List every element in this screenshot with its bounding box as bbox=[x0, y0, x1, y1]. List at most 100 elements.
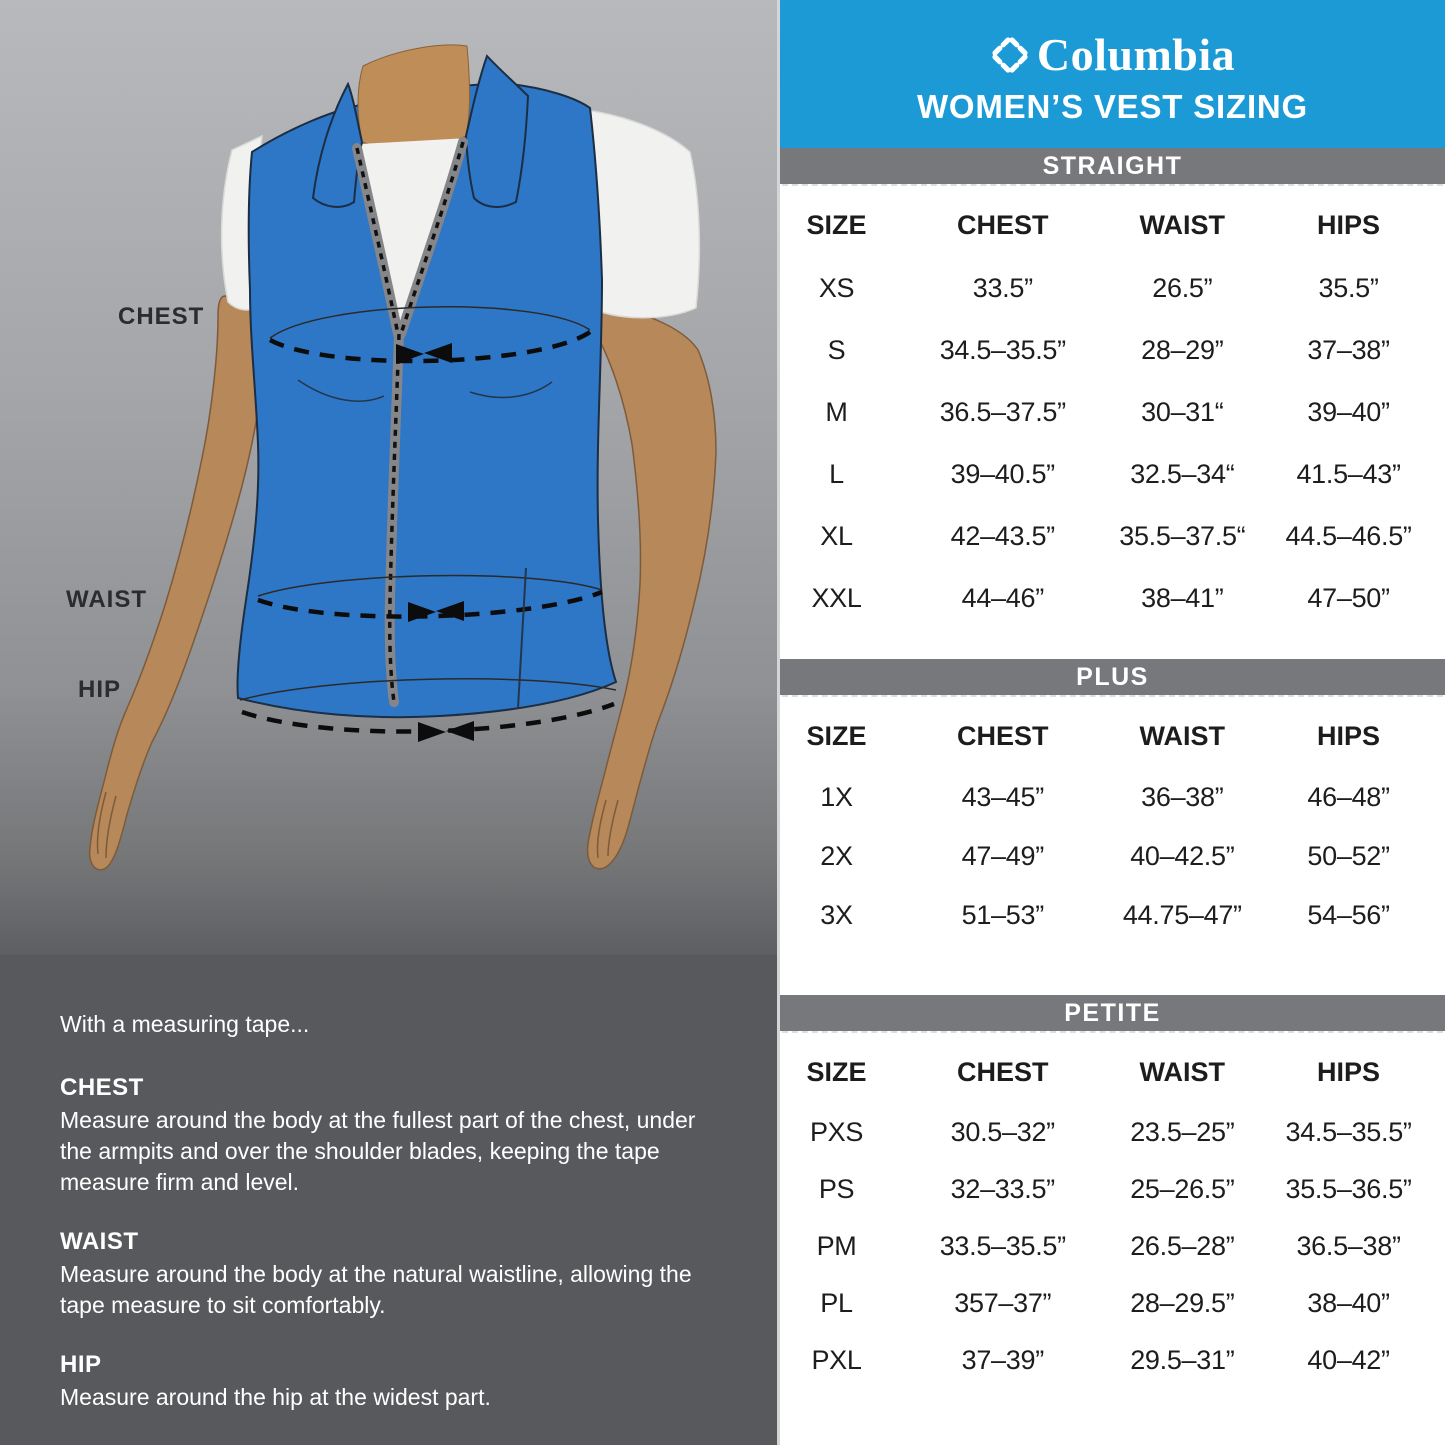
hip-ellipse-line bbox=[239, 678, 617, 701]
size-table-section: PETITE SIZE CHEST WAIST HIPS PXS 30.5–32” 23.… bbox=[780, 995, 1445, 1389]
size-row-xs: XS 33.5” 26.5” 35.5” bbox=[780, 257, 1445, 319]
column-header-size: SIZE bbox=[806, 209, 867, 240]
bust-curve-right bbox=[469, 381, 553, 399]
waist-cell: 28–29” bbox=[1141, 334, 1224, 365]
size-table: SIZE CHEST WAIST HIPS 1X 43–45” 36–38” 46–48” 2… bbox=[780, 697, 1445, 945]
vest-right-collar bbox=[464, 54, 530, 208]
waist-ellipse-line bbox=[257, 574, 603, 597]
instruction-sections: CHEST Measure around the body at the ful… bbox=[60, 1074, 719, 1413]
size-tables: STRAIGHT SIZE CHEST WAIST HIPS XS 33.5” 26.5”… bbox=[780, 148, 1445, 1389]
vest-left-collar bbox=[311, 81, 364, 208]
instruction-heading: CHEST bbox=[60, 1074, 144, 1101]
chest-arrow-left bbox=[424, 343, 452, 363]
size-row-pxl: PXL 37–39” 29.5–31” 40–42” bbox=[780, 1332, 1445, 1389]
bust-curve-left bbox=[297, 379, 385, 402]
size-cell: S bbox=[827, 334, 846, 365]
chest-arrow-right bbox=[396, 344, 424, 364]
chest-cell: 357–37” bbox=[954, 1288, 1052, 1318]
waist-cell: 30–31“ bbox=[1141, 396, 1224, 427]
column-header-waist: WAIST bbox=[1139, 1056, 1226, 1087]
hips-cell: 47–50” bbox=[1307, 582, 1390, 613]
chest-cell: 39–40.5” bbox=[950, 458, 1056, 489]
size-row-s: S 34.5–35.5” 28–29” 37–38” bbox=[780, 319, 1445, 381]
size-row-pl: PL 357–37” 28–29.5” 38–40” bbox=[780, 1275, 1445, 1332]
size-row-xxl: XXL 44–46” 38–41” 47–50” bbox=[780, 567, 1445, 629]
instruction-section: HIP Measure around the hip at the widest… bbox=[60, 1351, 719, 1413]
waist-arrow-left bbox=[436, 601, 464, 621]
size-cell: PXL bbox=[811, 1345, 862, 1375]
chest-cell: 42–43.5” bbox=[950, 520, 1056, 551]
figure-left-hand bbox=[96, 791, 117, 859]
vest-figure-illustration bbox=[0, 0, 777, 955]
size-table: SIZE CHEST WAIST HIPS XS 33.5” 26.5” 35.5” S 34.… bbox=[780, 186, 1445, 629]
size-table-section: STRAIGHT SIZE CHEST WAIST HIPS XS 33.5” 26.5”… bbox=[780, 148, 1445, 659]
column-header-chest: CHEST bbox=[957, 1056, 1049, 1087]
table-banner: STRAIGHT bbox=[780, 148, 1445, 184]
waist-cell: 32.5–34“ bbox=[1130, 458, 1235, 489]
chest-cell: 32–33.5” bbox=[950, 1174, 1056, 1204]
instruction-heading: WAIST bbox=[60, 1228, 139, 1255]
waist-arrow-right bbox=[408, 602, 436, 622]
hip-diagram-label: HIP bbox=[78, 676, 122, 703]
column-header-hips: HIPS bbox=[1317, 209, 1381, 240]
size-cell: PS bbox=[818, 1174, 855, 1204]
figure-right-hand bbox=[596, 799, 619, 859]
size-cell: PXS bbox=[809, 1117, 864, 1147]
chest-ellipse-line bbox=[269, 306, 591, 339]
waist-cell: 26.5” bbox=[1152, 272, 1213, 303]
size-row-pxs: PXS 30.5–32” 23.5–25” 34.5–35.5” bbox=[780, 1104, 1445, 1161]
size-cell: PL bbox=[820, 1288, 853, 1318]
size-cell: PM bbox=[816, 1231, 857, 1261]
chest-cell: 34.5–35.5” bbox=[939, 334, 1066, 365]
chest-cell: 37–39” bbox=[961, 1345, 1045, 1375]
page-title: WOMEN’S VEST SIZING bbox=[916, 87, 1309, 125]
waist-dashed-line bbox=[257, 589, 603, 619]
size-row-m: M 36.5–37.5” 30–31“ 39–40” bbox=[780, 381, 1445, 443]
hip-arrow-right bbox=[418, 722, 446, 742]
instruction-body: Measure around the body at the natural w… bbox=[60, 1261, 692, 1318]
figure-left-arm bbox=[88, 295, 267, 871]
left-panel: CHEST WAIST HIP With a measuring tape...… bbox=[0, 0, 777, 1445]
hip-arrow-left bbox=[446, 721, 474, 741]
column-header-hips: HIPS bbox=[1317, 720, 1381, 751]
size-table-section: PLUS SIZE CHEST WAIST HIPS 1X 43–45” 36–38” 46… bbox=[780, 659, 1445, 995]
size-cell: 1X bbox=[820, 782, 853, 812]
instruction-section: CHEST Measure around the body at the ful… bbox=[60, 1074, 719, 1198]
brand-logo-row: Columbia bbox=[990, 31, 1235, 78]
table-banner: PETITE bbox=[780, 995, 1445, 1031]
banner-dashed-divider bbox=[782, 1031, 1443, 1033]
chest-cell: 33.5–35.5” bbox=[939, 1231, 1066, 1261]
figure-right-arm bbox=[586, 299, 717, 870]
table-banner: PLUS bbox=[780, 659, 1445, 695]
column-header-chest: CHEST bbox=[957, 720, 1049, 751]
figure-area: CHEST WAIST HIP bbox=[0, 0, 777, 955]
waist-cell: 38–41” bbox=[1141, 582, 1224, 613]
instruction-body: Measure around the hip at the widest par… bbox=[60, 1384, 491, 1410]
size-row-2x: 2X 47–49” 40–42.5” 50–52” bbox=[780, 827, 1445, 886]
size-cell: 2X bbox=[820, 841, 853, 871]
banner-dashed-divider bbox=[782, 695, 1443, 697]
table-gap bbox=[780, 629, 1445, 659]
waist-cell: 40–42.5” bbox=[1130, 841, 1235, 871]
instruction-section: WAIST Measure around the body at the nat… bbox=[60, 1228, 719, 1321]
size-cell: XS bbox=[818, 272, 855, 303]
waist-cell: 35.5–37.5“ bbox=[1119, 520, 1246, 551]
waist-cell: 29.5–31” bbox=[1130, 1345, 1235, 1375]
chest-cell: 43–45” bbox=[961, 782, 1045, 812]
column-header-size: SIZE bbox=[806, 720, 867, 751]
size-cell: XL bbox=[820, 520, 853, 551]
column-header-chest: CHEST bbox=[957, 209, 1049, 240]
size-row-pm: PM 33.5–35.5” 26.5–28” 36.5–38” bbox=[780, 1218, 1445, 1275]
chest-cell: 51–53” bbox=[961, 900, 1045, 930]
column-header-hips: HIPS bbox=[1317, 1056, 1381, 1087]
hips-cell: 50–52” bbox=[1307, 841, 1390, 871]
vest-seam-line bbox=[517, 567, 527, 709]
columbia-diamond-logo-icon bbox=[992, 36, 1028, 73]
figure-neck bbox=[357, 44, 471, 150]
chest-cell: 30.5–32” bbox=[950, 1117, 1056, 1147]
waist-cell: 36–38” bbox=[1141, 782, 1224, 812]
hips-cell: 34.5–35.5” bbox=[1285, 1117, 1412, 1147]
chest-cell: 36.5–37.5” bbox=[939, 396, 1066, 427]
banner-dashed-divider bbox=[782, 184, 1443, 186]
